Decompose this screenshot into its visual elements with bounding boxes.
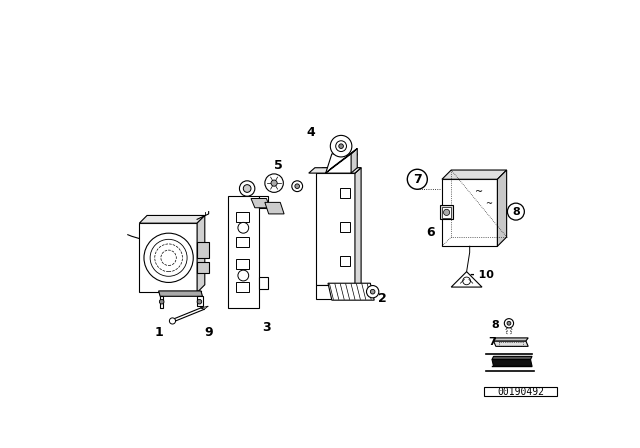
Text: 9: 9 (204, 326, 213, 339)
Circle shape (238, 222, 249, 233)
Polygon shape (159, 291, 202, 296)
Circle shape (150, 239, 187, 276)
Circle shape (371, 289, 375, 294)
Text: - 10: - 10 (470, 270, 494, 280)
Circle shape (507, 321, 511, 325)
Circle shape (508, 203, 524, 220)
Circle shape (159, 299, 164, 304)
Polygon shape (326, 148, 357, 173)
Polygon shape (259, 277, 268, 289)
Polygon shape (492, 359, 532, 366)
Circle shape (504, 319, 513, 328)
Text: 4: 4 (307, 126, 316, 139)
Polygon shape (197, 262, 209, 273)
Text: 6: 6 (426, 226, 435, 239)
Polygon shape (440, 206, 452, 220)
Polygon shape (140, 215, 205, 223)
Polygon shape (197, 296, 204, 306)
Polygon shape (259, 196, 268, 208)
Circle shape (330, 135, 352, 157)
Polygon shape (228, 196, 259, 308)
Text: ~: ~ (484, 199, 492, 208)
Polygon shape (442, 170, 507, 179)
Polygon shape (160, 296, 163, 308)
Polygon shape (442, 179, 497, 246)
Polygon shape (340, 188, 349, 198)
Text: 2: 2 (378, 292, 387, 305)
Polygon shape (316, 173, 355, 285)
Circle shape (444, 209, 450, 215)
Text: 1: 1 (154, 326, 163, 339)
Text: 7: 7 (488, 337, 496, 347)
Polygon shape (493, 341, 528, 346)
Polygon shape (251, 198, 270, 208)
Polygon shape (236, 211, 250, 222)
Polygon shape (340, 222, 349, 232)
Circle shape (295, 184, 300, 189)
Circle shape (170, 318, 175, 324)
Text: 7: 7 (413, 173, 422, 186)
Polygon shape (328, 283, 374, 300)
Polygon shape (140, 223, 197, 293)
Circle shape (265, 174, 284, 192)
Text: 5: 5 (273, 159, 282, 172)
Circle shape (407, 169, 428, 189)
Polygon shape (442, 207, 451, 218)
Text: ~: ~ (475, 187, 483, 198)
Circle shape (367, 285, 379, 298)
Polygon shape (316, 168, 361, 173)
Circle shape (271, 180, 277, 186)
Circle shape (144, 233, 193, 282)
Polygon shape (316, 285, 355, 299)
Text: 00190492: 00190492 (497, 387, 544, 397)
Polygon shape (340, 255, 349, 266)
Polygon shape (451, 271, 482, 287)
Polygon shape (351, 148, 357, 173)
Circle shape (339, 144, 344, 148)
Polygon shape (326, 154, 357, 173)
Circle shape (243, 185, 251, 192)
Text: 8: 8 (512, 207, 520, 217)
Polygon shape (493, 338, 528, 341)
Polygon shape (265, 202, 284, 214)
Text: 3: 3 (262, 321, 271, 334)
Polygon shape (497, 170, 507, 246)
Polygon shape (308, 168, 361, 173)
Circle shape (238, 270, 249, 281)
Circle shape (239, 181, 255, 196)
Circle shape (197, 299, 202, 304)
Bar (484, 387, 557, 396)
Polygon shape (236, 258, 250, 269)
Polygon shape (197, 242, 209, 258)
Polygon shape (492, 356, 532, 359)
Polygon shape (197, 215, 205, 293)
Polygon shape (355, 168, 361, 285)
Circle shape (336, 141, 346, 151)
Circle shape (463, 277, 470, 285)
Polygon shape (355, 285, 361, 299)
Text: 8: 8 (492, 320, 499, 330)
Circle shape (292, 181, 303, 192)
Polygon shape (236, 282, 250, 292)
Polygon shape (236, 237, 250, 247)
